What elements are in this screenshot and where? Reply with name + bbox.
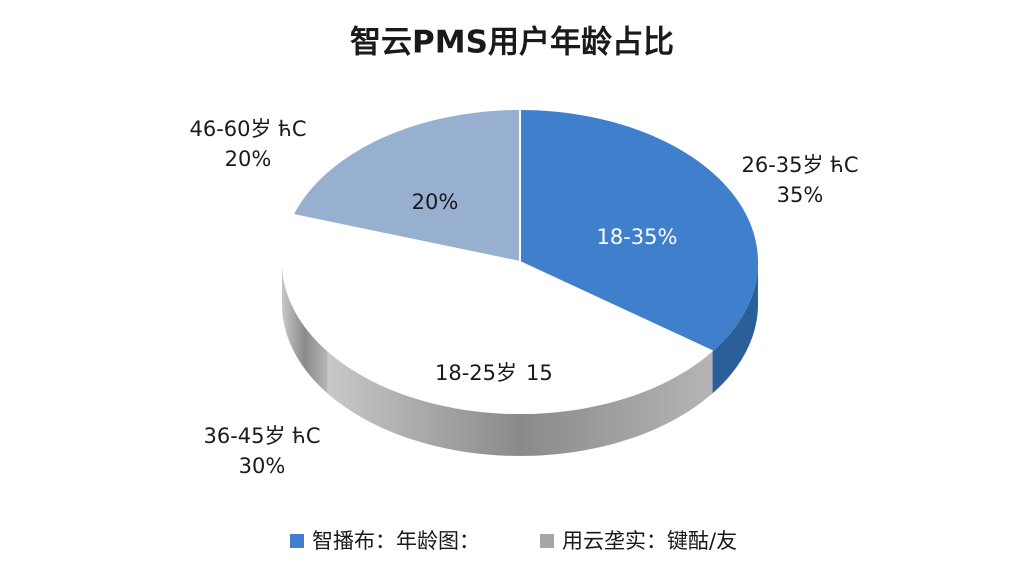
slice-side [327,351,713,456]
slice-side [712,262,758,394]
slice-label: 18-25岁 [435,361,517,385]
slice-value: 15 [526,361,553,385]
slice-edge [519,261,713,353]
slice-label: 26-35岁 ћC [741,153,858,177]
legend-swatch [290,534,304,548]
slice [327,262,713,414]
annotation: 20% [412,190,459,214]
slice-edge [293,214,521,263]
slice-label: 46-60岁 ћC [189,117,306,141]
legend-label: 智播布：年龄图： [312,529,480,553]
slice-value: 30% [239,454,286,478]
slice [293,110,520,262]
slice-side [282,262,328,394]
slice-value: 35% [777,183,824,207]
slice [520,110,758,352]
slice [282,215,520,352]
legend-swatch [540,534,554,548]
annotation: 18-35% [597,225,678,249]
slice-label: 36-45岁 ћC [203,424,320,448]
chart-title: 智云PMS用户年龄占比 [350,25,674,61]
slice-value: 20% [225,147,272,171]
legend-label: 用云垄实：键酤/友 [562,529,737,553]
